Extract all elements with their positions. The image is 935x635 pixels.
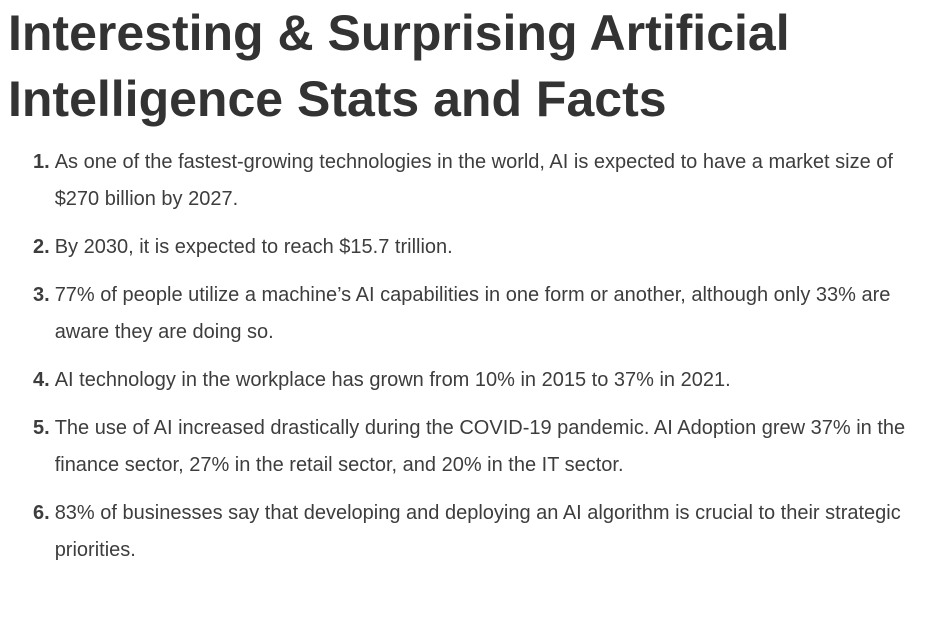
list-item-number: 5. xyxy=(33,417,50,439)
list-item-text: The use of AI increased drastically duri… xyxy=(54,417,906,476)
list-item: 5. The use of AI increased drastically d… xyxy=(33,410,925,484)
list-item-text: By 2030, it is expected to reach $15.7 t… xyxy=(54,236,453,258)
list-item: 3. 77% of people utilize a machine’s AI … xyxy=(33,277,925,351)
list-item-number: 2. xyxy=(33,236,50,258)
list-item-text: AI technology in the workplace has grown… xyxy=(54,369,731,391)
list-item-number: 6. xyxy=(33,502,50,524)
page-title: Interesting & Surprising Artificial Inte… xyxy=(8,5,790,127)
list-item-number: 3. xyxy=(33,284,50,306)
list-item: 2. By 2030, it is expected to reach $15.… xyxy=(33,229,925,266)
list-item: 4. AI technology in the workplace has gr… xyxy=(33,362,925,399)
list-item-text: 83% of businesses say that developing an… xyxy=(54,502,901,561)
list-item: 6. 83% of businesses say that developing… xyxy=(33,495,925,569)
list-item-number: 1. xyxy=(33,151,50,173)
stats-list: 1. As one of the fastest-growing technol… xyxy=(33,144,925,569)
list-item: 1. As one of the fastest-growing technol… xyxy=(33,144,925,218)
article-body: Interesting & Surprising Artificial Inte… xyxy=(8,5,925,569)
list-item-text: 77% of people utilize a machine’s AI cap… xyxy=(54,284,891,343)
list-item-number: 4. xyxy=(33,369,50,391)
list-item-text: As one of the fastest-growing technologi… xyxy=(54,151,893,210)
